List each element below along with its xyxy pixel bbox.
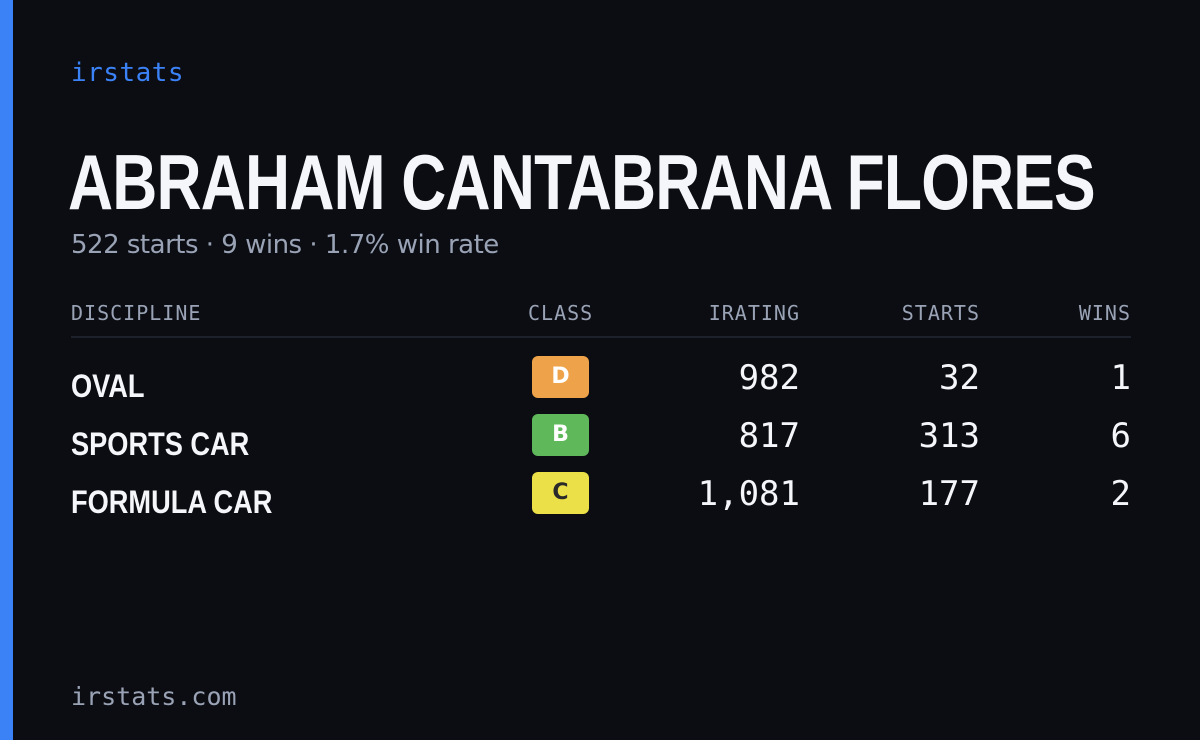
wins-cell: 1 xyxy=(1110,358,1131,398)
footer-url: irstats.com xyxy=(71,682,237,711)
table-row: FORMULA CAR C 1,081 177 2 xyxy=(71,470,1131,528)
irating-cell: 817 xyxy=(738,416,800,456)
discipline-cell: FORMULA CAR xyxy=(71,484,273,520)
starts-cell: 313 xyxy=(918,416,980,456)
starts-cell: 177 xyxy=(918,474,980,514)
header-discipline: DISCIPLINE xyxy=(71,301,202,325)
header-irating: IRATING xyxy=(708,301,800,325)
class-badge: B xyxy=(532,414,589,456)
class-badge: D xyxy=(532,356,589,398)
irating-cell: 1,081 xyxy=(697,474,800,514)
header-wins: WINS xyxy=(1078,301,1131,325)
irating-cell: 982 xyxy=(738,358,800,398)
class-badge: C xyxy=(532,472,589,514)
table-row: OVAL D 982 32 1 xyxy=(71,354,1131,412)
accent-bar xyxy=(0,0,13,740)
wins-cell: 6 xyxy=(1110,416,1131,456)
brand-logo-text: irstats xyxy=(71,58,185,88)
table-body: OVAL D 982 32 1 SPORTS CAR B 817 313 6 F… xyxy=(71,338,1131,528)
discipline-cell: OVAL xyxy=(71,368,145,404)
starts-cell: 32 xyxy=(939,358,980,398)
driver-summary: 522 starts · 9 wins · 1.7% win rate xyxy=(71,230,499,260)
table-row: SPORTS CAR B 817 313 6 xyxy=(71,412,1131,470)
driver-name: ABRAHAM CANTABRANA FLORES xyxy=(68,138,1096,226)
header-starts: STARTS xyxy=(901,301,980,325)
header-class: CLASS xyxy=(528,301,594,325)
table-header: DISCIPLINE CLASS IRATING STARTS WINS xyxy=(71,296,1131,338)
wins-cell: 2 xyxy=(1110,474,1131,514)
stats-table: DISCIPLINE CLASS IRATING STARTS WINS OVA… xyxy=(71,296,1131,528)
discipline-cell: SPORTS CAR xyxy=(71,426,250,462)
